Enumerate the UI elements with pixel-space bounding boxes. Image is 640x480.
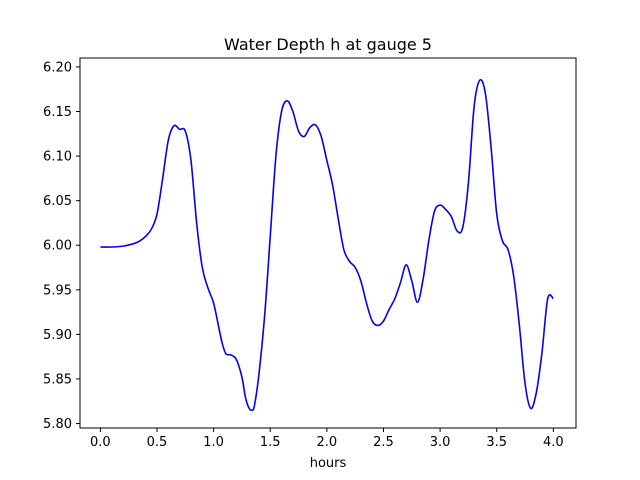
y-tick-label: 6.20 <box>43 60 72 75</box>
y-tick-label: 6.05 <box>43 194 72 209</box>
y-tick-label: 5.90 <box>43 328 72 343</box>
y-tick-label: 6.00 <box>43 239 72 254</box>
x-tick-label: 4.0 <box>543 435 564 450</box>
x-tick-label: 3.0 <box>430 435 451 450</box>
x-tick-label: 2.0 <box>317 435 338 450</box>
series-line <box>100 78 555 412</box>
chart-title: Water Depth h at gauge 5 <box>224 35 432 54</box>
x-tick-label: 1.5 <box>260 435 281 450</box>
x-tick-label: 1.0 <box>203 435 224 450</box>
x-axis-ticks: 0.0 0.5 1.0 1.5 2.0 2.5 3.0 3.5 4.0 <box>90 428 564 450</box>
y-tick-label: 5.95 <box>43 283 72 298</box>
x-tick-label: 0.5 <box>147 435 168 450</box>
axes-frame <box>79 57 577 429</box>
x-tick-label: 0.0 <box>90 435 111 450</box>
y-tick-label: 5.85 <box>43 372 72 387</box>
y-tick-label: 6.15 <box>43 105 72 120</box>
x-tick-label: 3.5 <box>486 435 507 450</box>
y-axis-ticks: 5.80 5.85 5.90 5.95 6.00 6.05 6.10 6.15 6.20 <box>43 60 80 432</box>
x-tick-label: 2.5 <box>373 435 394 450</box>
x-axis-label: hours <box>310 456 347 471</box>
y-tick-label: 6.10 <box>43 150 72 165</box>
plot-area <box>100 78 555 412</box>
y-tick-label: 5.80 <box>43 417 72 432</box>
